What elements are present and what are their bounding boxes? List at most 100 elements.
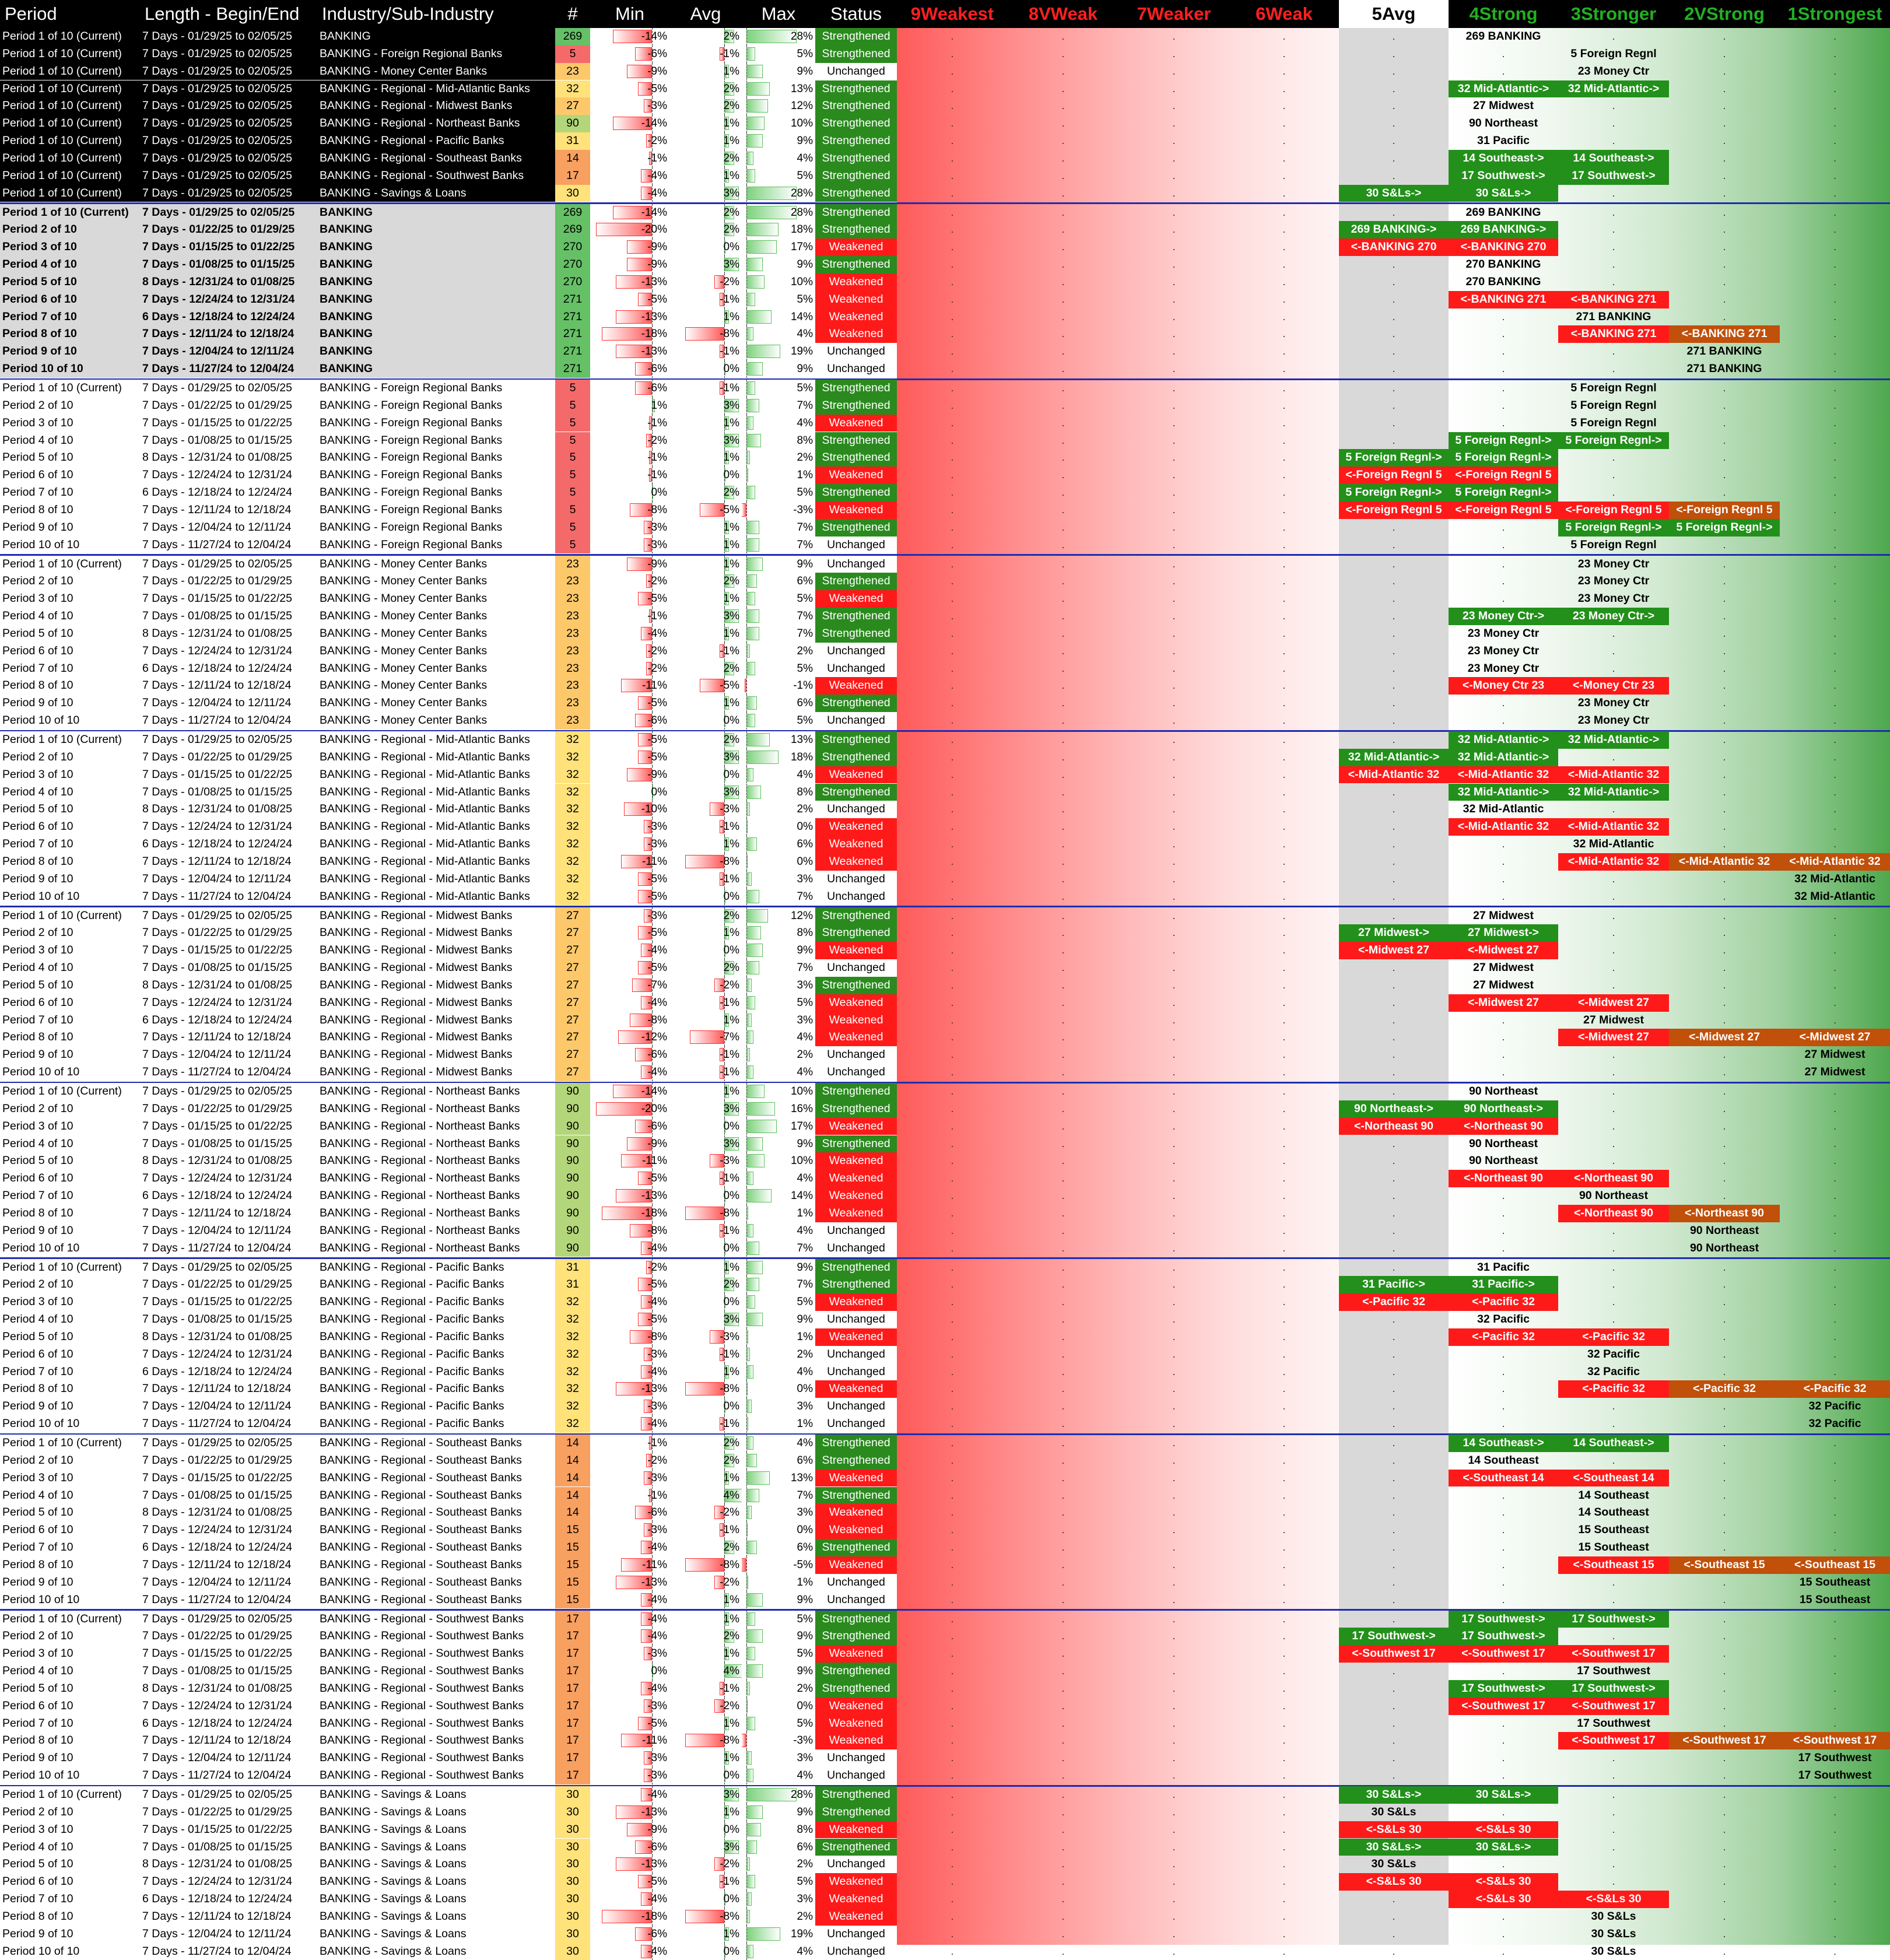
bucket-placeholder: . — [951, 1576, 954, 1588]
bucket-placeholder: . — [951, 872, 954, 885]
status-cell: Strengthened — [815, 484, 897, 502]
max-value: 9% — [797, 363, 813, 376]
bucket-placeholder: . — [1723, 1630, 1726, 1642]
min-value: -4% — [647, 627, 667, 640]
bucket-placeholder: . — [1833, 1330, 1836, 1342]
industry-cell: BANKING — [317, 343, 555, 361]
bucket-placeholder: . — [1282, 734, 1286, 745]
bucket-cell: <-Foreign Regnl 5 — [1669, 501, 1780, 519]
databar-axis — [652, 870, 653, 888]
databar-axis — [746, 1046, 748, 1064]
bucket-cell: 5 Foreign Regnl — [1570, 538, 1657, 551]
max-databar — [746, 1788, 797, 1801]
period-cell: Period 3 of 10 — [0, 590, 140, 608]
bucket-placeholder: . — [1392, 803, 1395, 815]
bucket-placeholder: . — [1723, 117, 1726, 129]
avg-value: 3% — [723, 1102, 739, 1115]
status-cell: Strengthened — [815, 80, 897, 98]
bucket-placeholder: . — [1282, 909, 1286, 921]
databar-axis — [724, 1504, 725, 1522]
status-cell: Unchanged — [815, 62, 897, 80]
max-cell: 4% — [742, 1767, 815, 1784]
industry-cell: BANKING - Foreign Regional Banks — [317, 501, 555, 519]
bucket-placeholder: . — [1172, 1330, 1176, 1342]
bucket-cell: 15 Southeast — [1799, 1593, 1871, 1606]
bucket-placeholder: . — [1723, 927, 1726, 939]
bucket-placeholder: . — [1392, 1576, 1395, 1588]
bucket-placeholder: . — [1392, 1437, 1395, 1449]
databar-axis — [724, 1415, 725, 1433]
max-value: 9% — [797, 1137, 813, 1150]
avg-cell: 0% — [669, 1767, 742, 1784]
databar-axis — [724, 1645, 725, 1663]
avg-databar — [690, 1030, 724, 1044]
bucket-placeholder: . — [1502, 558, 1505, 570]
databar-axis — [652, 484, 653, 502]
bucket-placeholder: . — [1612, 1049, 1615, 1061]
min-value: -2% — [647, 135, 667, 148]
databar-axis — [746, 1645, 748, 1663]
databar-axis — [724, 221, 725, 239]
max-cell: 4% — [742, 1363, 815, 1381]
avg-value: 0% — [723, 241, 739, 254]
databar-axis — [724, 1345, 725, 1363]
count-cell: 23 — [555, 642, 590, 660]
bucket-placeholder: . — [1172, 768, 1176, 780]
header-length-begin-end: Length - Begin/End — [140, 0, 317, 28]
length-cell: 7 Days - 01/22/25 to 01/29/25 — [140, 397, 317, 415]
databar-axis — [652, 1415, 653, 1433]
databar-axis — [652, 45, 653, 63]
period-cell: Period 10 of 10 — [0, 712, 140, 730]
min-cell: -20% — [590, 1100, 669, 1118]
databar-axis — [724, 731, 725, 749]
max-cell: 5% — [742, 45, 815, 63]
bucket-placeholder: . — [1172, 1014, 1176, 1026]
max-cell: 4% — [742, 414, 815, 432]
count-cell: 17 — [555, 1680, 590, 1698]
bucket-placeholder: . — [951, 1506, 954, 1519]
length-cell: 7 Days - 01/22/25 to 01/29/25 — [140, 1276, 317, 1294]
period-cell: Period 3 of 10 — [0, 239, 140, 256]
bucket-placeholder: . — [1282, 890, 1286, 902]
max-databar — [746, 1260, 763, 1274]
period-cell: Period 2 of 10 — [0, 1451, 140, 1470]
bucket-placeholder: . — [1282, 1593, 1286, 1605]
status-cell: Unchanged — [815, 1363, 897, 1381]
min-value: -3% — [647, 521, 667, 534]
bucket-placeholder: . — [1172, 1471, 1176, 1484]
min-databar — [635, 381, 652, 395]
avg-cell: 0% — [669, 360, 742, 378]
length-cell: 6 Days - 12/18/24 to 12/24/24 — [140, 1011, 317, 1029]
bucket-placeholder: . — [1502, 416, 1505, 429]
databar-axis — [724, 184, 725, 202]
max-value: 7% — [797, 610, 813, 623]
max-value: 4% — [797, 1172, 813, 1185]
max-cell: 13% — [742, 80, 815, 98]
databar-axis — [746, 1732, 748, 1750]
bucket-placeholder: . — [1833, 82, 1836, 94]
bucket-placeholder: . — [1172, 1593, 1176, 1605]
max-cell: 9% — [742, 1803, 815, 1821]
databar-axis — [652, 290, 653, 308]
avg-cell: -1% — [669, 1680, 742, 1698]
min-value: -5% — [647, 927, 667, 939]
bucket-cell: 90 Northeast — [1468, 1085, 1538, 1098]
avg-databar — [700, 679, 724, 693]
length-cell: 7 Days - 01/08/25 to 01/15/25 — [140, 256, 317, 274]
bucket-placeholder: . — [1172, 1752, 1176, 1764]
bucket-cell: 23 Money Ctr-> — [1449, 608, 1558, 625]
bucket-cell: 23 Money Ctr — [1577, 574, 1650, 588]
bucket-cell: <-S&Ls 30 — [1449, 1821, 1558, 1839]
length-cell: 7 Days - 12/11/24 to 12/18/24 — [140, 1732, 317, 1750]
max-cell: 1% — [742, 1204, 815, 1222]
min-value: -11% — [642, 1734, 667, 1747]
bucket-placeholder: . — [1392, 258, 1395, 271]
min-value: -9% — [647, 558, 667, 570]
bucket-placeholder: . — [1392, 1558, 1395, 1570]
bucket-placeholder: . — [1392, 714, 1395, 727]
bucket-placeholder: . — [1172, 1612, 1176, 1625]
max-value: 8% — [797, 1823, 813, 1836]
max-value: 4% — [797, 152, 813, 164]
bucket-placeholder: . — [951, 310, 954, 322]
bucket-placeholder: . — [951, 1031, 954, 1043]
